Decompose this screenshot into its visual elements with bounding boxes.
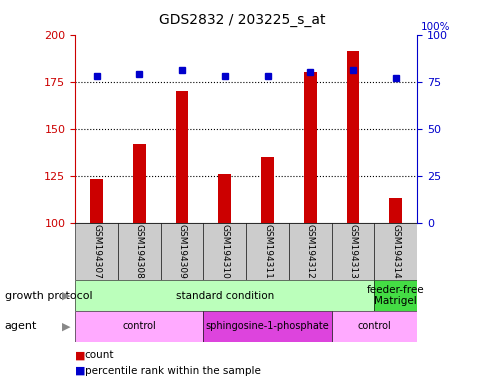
Bar (175, 91, 188, 223)
Text: percentile rank within the sample: percentile rank within the sample (85, 366, 260, 376)
Bar (133, 144, 145, 223)
Bar (389, 198, 401, 223)
Text: GDS2832 / 203225_s_at: GDS2832 / 203225_s_at (159, 13, 325, 27)
Bar (303, 72, 316, 223)
Text: GSM194309: GSM194309 (177, 224, 186, 279)
Text: GSM194314: GSM194314 (391, 224, 399, 279)
Bar (118, 223, 160, 280)
Text: ■: ■ (75, 350, 86, 360)
Text: ▶: ▶ (61, 291, 70, 301)
Text: ■: ■ (75, 366, 86, 376)
Text: GSM194311: GSM194311 (262, 224, 272, 279)
Text: GSM194312: GSM194312 (305, 224, 314, 279)
Text: GSM194313: GSM194313 (348, 224, 357, 279)
Bar (75, 223, 118, 280)
Bar (90, 179, 103, 223)
Bar (260, 157, 273, 223)
Text: ▶: ▶ (61, 321, 70, 331)
Text: GSM194307: GSM194307 (92, 224, 101, 279)
Bar (160, 223, 203, 280)
Text: control: control (122, 321, 156, 331)
Bar (75, 280, 374, 311)
Bar (331, 223, 374, 280)
Bar (374, 280, 416, 311)
Bar (331, 311, 416, 342)
Text: standard condition: standard condition (175, 291, 273, 301)
Text: growth protocol: growth protocol (5, 291, 92, 301)
Bar (75, 311, 203, 342)
Text: feeder-free
Matrigel: feeder-free Matrigel (366, 285, 424, 306)
Bar (203, 311, 331, 342)
Text: sphingosine-1-phosphate: sphingosine-1-phosphate (205, 321, 329, 331)
Bar (374, 223, 416, 280)
Bar (288, 223, 331, 280)
Bar (346, 51, 359, 223)
Text: GSM194310: GSM194310 (220, 224, 229, 279)
Text: control: control (357, 321, 391, 331)
Bar (245, 223, 288, 280)
Text: 100%: 100% (421, 22, 450, 32)
Text: count: count (85, 350, 114, 360)
Text: GSM194308: GSM194308 (135, 224, 143, 279)
Bar (218, 174, 231, 223)
Text: agent: agent (5, 321, 37, 331)
Bar (203, 223, 245, 280)
